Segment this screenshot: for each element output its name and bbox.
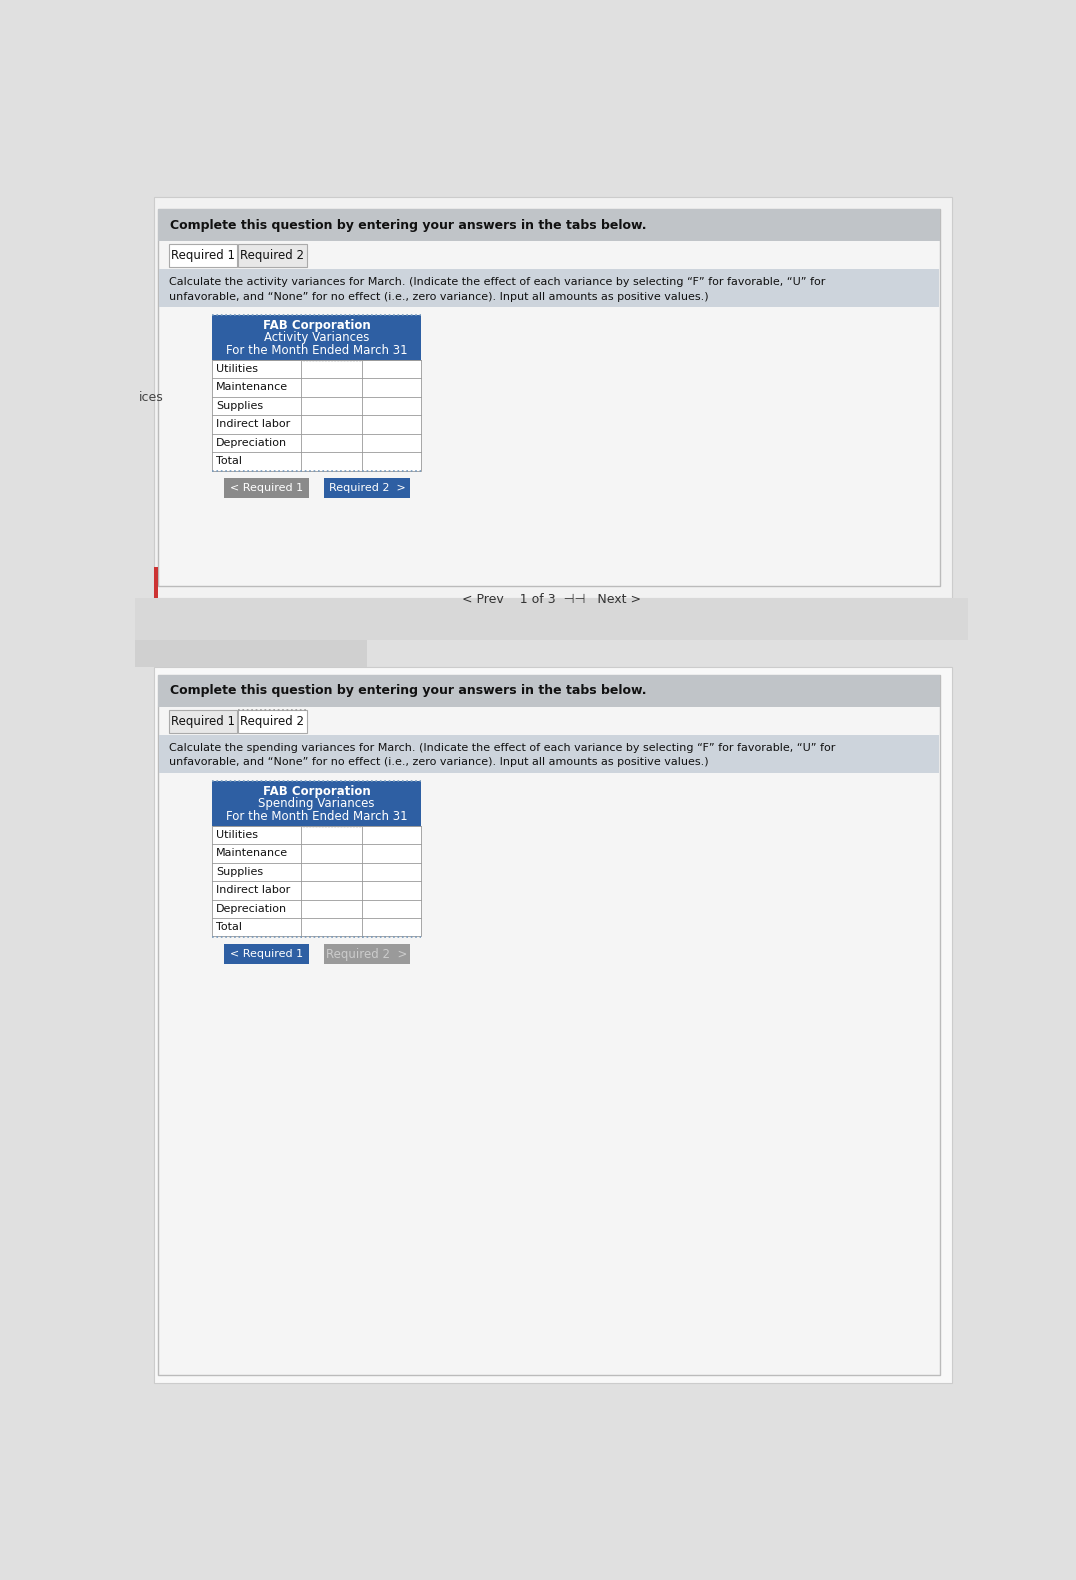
Bar xyxy=(324,945,410,964)
Text: Indirect labor: Indirect labor xyxy=(216,885,291,896)
Text: Spending Variances: Spending Variances xyxy=(258,796,374,811)
Bar xyxy=(224,945,309,964)
Bar xyxy=(158,209,940,586)
Text: Calculate the spending variances for March. (Indicate the effect of each varianc: Calculate the spending variances for Mar… xyxy=(169,743,835,754)
Text: Supplies: Supplies xyxy=(216,867,263,877)
Bar xyxy=(134,640,367,667)
Text: Indirect labor: Indirect labor xyxy=(216,419,291,430)
Text: Required 2: Required 2 xyxy=(240,250,305,262)
Text: For the Month Ended March 31: For the Month Ended March 31 xyxy=(226,344,408,357)
Text: < Required 1: < Required 1 xyxy=(229,950,302,959)
Bar xyxy=(212,314,421,360)
Bar xyxy=(159,269,939,308)
Text: Depreciation: Depreciation xyxy=(216,438,287,447)
Text: Depreciation: Depreciation xyxy=(216,904,287,913)
Text: ices: ices xyxy=(139,390,164,404)
Text: Utilities: Utilities xyxy=(216,830,258,841)
Text: < Required 1: < Required 1 xyxy=(229,483,302,493)
Bar xyxy=(169,709,237,733)
Bar xyxy=(154,198,952,597)
Bar xyxy=(324,479,410,498)
Text: Activity Variances: Activity Variances xyxy=(264,330,369,344)
Text: Required 1: Required 1 xyxy=(171,716,235,728)
Text: FAB Corporation: FAB Corporation xyxy=(263,785,370,798)
Text: Required 2  >: Required 2 > xyxy=(328,483,406,493)
Text: Total: Total xyxy=(216,457,242,466)
Text: Maintenance: Maintenance xyxy=(216,848,288,858)
Bar xyxy=(212,781,421,826)
Text: Required 2: Required 2 xyxy=(240,716,305,728)
Bar xyxy=(134,597,968,640)
Bar xyxy=(158,675,940,1376)
Text: < Prev    1 of 3  ⊣⊣   Next >: < Prev 1 of 3 ⊣⊣ Next > xyxy=(462,592,641,605)
Bar xyxy=(154,667,952,1382)
Text: Supplies: Supplies xyxy=(216,401,263,411)
Bar xyxy=(212,826,421,937)
Text: unfavorable, and “None” for no effect (i.e., zero variance). Input all amounts a: unfavorable, and “None” for no effect (i… xyxy=(169,292,708,302)
Text: Utilities: Utilities xyxy=(216,363,258,374)
Bar xyxy=(158,675,940,706)
Text: Required 1: Required 1 xyxy=(171,250,235,262)
Text: Complete this question by entering your answers in the tabs below.: Complete this question by entering your … xyxy=(170,684,647,697)
Bar xyxy=(159,735,939,773)
Bar xyxy=(239,245,307,267)
Bar xyxy=(212,360,421,471)
Text: Calculate the activity variances for March. (Indicate the effect of each varianc: Calculate the activity variances for Mar… xyxy=(169,278,825,288)
Text: For the Month Ended March 31: For the Month Ended March 31 xyxy=(226,811,408,823)
Text: Complete this question by entering your answers in the tabs below.: Complete this question by entering your … xyxy=(170,218,647,232)
Text: FAB Corporation: FAB Corporation xyxy=(263,319,370,332)
Text: unfavorable, and “None” for no effect (i.e., zero variance). Input all amounts a: unfavorable, and “None” for no effect (i… xyxy=(169,757,708,768)
Text: Maintenance: Maintenance xyxy=(216,382,288,392)
Text: Total: Total xyxy=(216,923,242,932)
Bar xyxy=(158,209,940,242)
Bar xyxy=(154,567,158,597)
Bar xyxy=(224,479,309,498)
Text: Required 2  >: Required 2 > xyxy=(326,948,408,961)
Bar xyxy=(169,245,237,267)
Bar xyxy=(239,709,307,733)
